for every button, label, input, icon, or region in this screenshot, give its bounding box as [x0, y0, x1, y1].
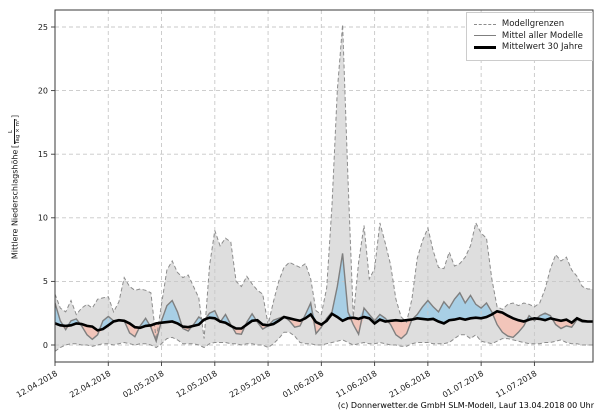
x-tick-label: 11.06.2018	[334, 369, 378, 400]
y-tick-label: 15	[38, 150, 48, 159]
y-tick-label: 25	[38, 23, 48, 32]
solid-gray-line-icon	[473, 35, 496, 37]
legend-label: Mittelwert 30 Jahre	[501, 42, 583, 52]
y-axis-label-text: Mittlere Niederschlagshöhe	[10, 149, 20, 260]
lines-layer	[55, 24, 593, 352]
upper-model-bound-line	[55, 24, 593, 340]
fills-layer	[55, 24, 593, 352]
tick-marks	[51, 26, 535, 366]
legend-item-modellgrenzen: Modellgrenzen	[473, 19, 583, 29]
legend-label: Modellgrenzen	[501, 19, 565, 29]
mean-above-30y-fill	[55, 253, 593, 331]
y-axis-label: Mittlere Niederschlagshöhe [L Tag × m²]	[8, 114, 22, 260]
model-range-envelope-fill	[55, 24, 593, 352]
y-axis-unit-fraction: L Tag × m²	[8, 118, 22, 144]
x-tick-label: 01.07.2018	[441, 369, 485, 400]
x-tick-label: 11.07.2018	[494, 369, 538, 400]
x-tick-label: 02.05.2018	[121, 369, 165, 400]
copyright-caption: (c) Donnerwetter.de GmbH SLM-Modell, Lau…	[337, 401, 594, 410]
x-tick-label: 12.05.2018	[175, 369, 219, 400]
x-tick-label: 12.04.2018	[15, 369, 59, 400]
mean-30y-line	[55, 309, 593, 332]
gridlines	[54, 10, 593, 362]
legend-item-mittel-aller-modelle: Mittel aller Modelle	[473, 30, 583, 41]
x-tick-label: 01.06.2018	[281, 369, 325, 400]
legend: Modellgrenzen Mittel aller Modelle Mitte…	[465, 12, 593, 61]
y-tick-label: 20	[38, 86, 48, 95]
y-axis-unit-denominator: Tag × m²	[15, 118, 22, 144]
x-tick-label: 21.06.2018	[388, 369, 432, 400]
legend-item-mittelwert-30-jahre: Mittelwert 30 Jahre	[473, 42, 583, 52]
lower-model-bound-line	[55, 331, 593, 352]
y-tick-label: 10	[38, 214, 48, 223]
y-tick-label: 0	[43, 341, 48, 350]
plot-border	[54, 9, 594, 363]
x-tick-label: 22.05.2018	[228, 369, 272, 400]
x-tick-label: 22.04.2018	[68, 369, 112, 400]
thick-black-line-icon	[473, 45, 496, 49]
dashed-gray-line-icon	[473, 23, 496, 25]
legend-label: Mittel aller Modelle	[501, 30, 583, 41]
y-tick-label: 5	[43, 277, 48, 286]
